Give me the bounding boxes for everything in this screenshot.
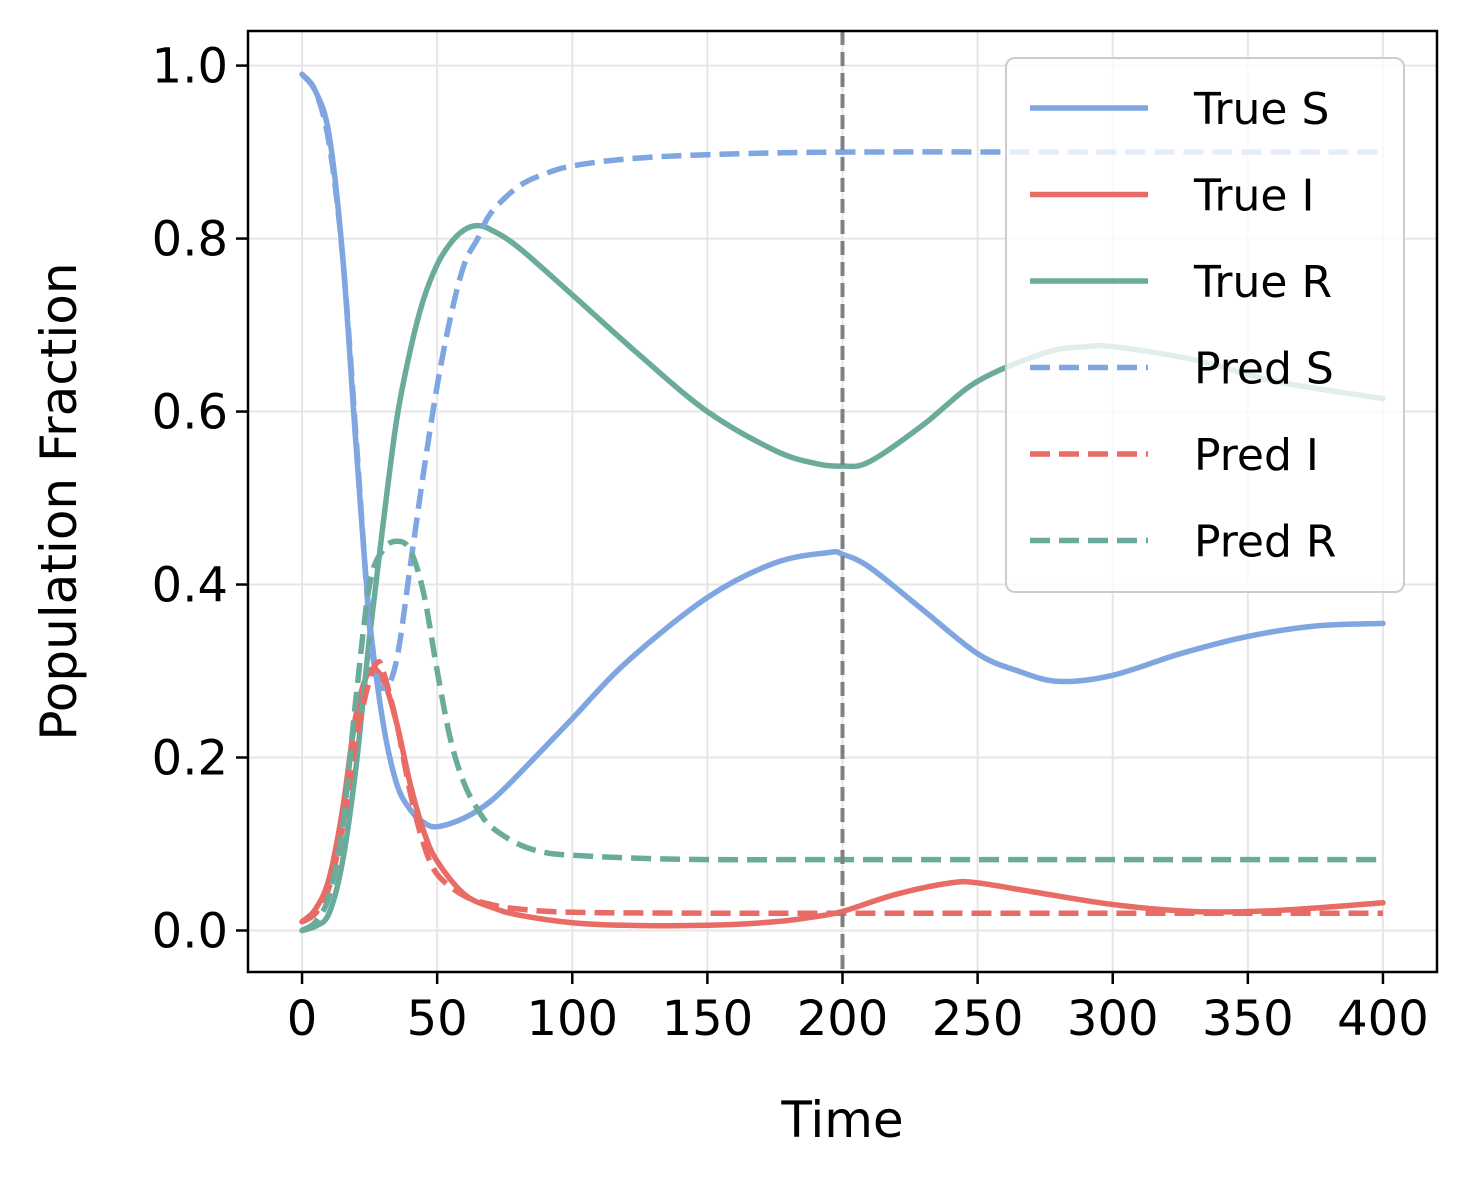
x-tick-label: 350: [1202, 991, 1294, 1047]
legend-label-true-s: True S: [1193, 84, 1329, 135]
x-tick-label: 200: [797, 991, 889, 1047]
y-axis-label: Population Fraction: [30, 262, 88, 740]
y-tick-label: 1.0: [152, 39, 228, 95]
x-tick-label: 250: [932, 991, 1024, 1047]
legend-box: [1005, 57, 1405, 593]
series-line-pred-r: [300, 538, 1383, 933]
x-axis-label: Time: [780, 1091, 903, 1149]
y-tick-label: 0.8: [152, 212, 228, 268]
legend: True S True I True R Pred S Pred I Pred R: [1005, 57, 1405, 593]
x-tick-label: 400: [1337, 991, 1429, 1047]
y-tick-label: 0.2: [152, 731, 228, 787]
series-lines: [299, 71, 1386, 934]
x-tick-label: 50: [407, 991, 468, 1047]
axis-ticks: 0 50 100 150 200 250 300 350 400 0.0 0.2 0.4 0.6 0.8 1…: [152, 39, 1429, 1047]
legend-label-pred-s: Pred S: [1194, 344, 1334, 395]
legend-label-pred-r: Pred R: [1194, 517, 1336, 568]
legend-label-pred-i: Pred I: [1194, 430, 1319, 481]
series-line-pred-s: [299, 72, 1383, 692]
x-tick-label: 300: [1067, 991, 1159, 1047]
x-tick-label: 100: [526, 991, 618, 1047]
y-tick-label: 0.6: [152, 385, 228, 441]
x-tick-label: 150: [662, 991, 754, 1047]
x-tick-label: 0: [287, 991, 318, 1047]
legend-label-true-i: True I: [1193, 171, 1314, 222]
y-tick-label: 0.0: [152, 903, 228, 959]
y-tick-label: 0.4: [152, 558, 228, 614]
legend-label-true-r: True R: [1193, 257, 1332, 308]
